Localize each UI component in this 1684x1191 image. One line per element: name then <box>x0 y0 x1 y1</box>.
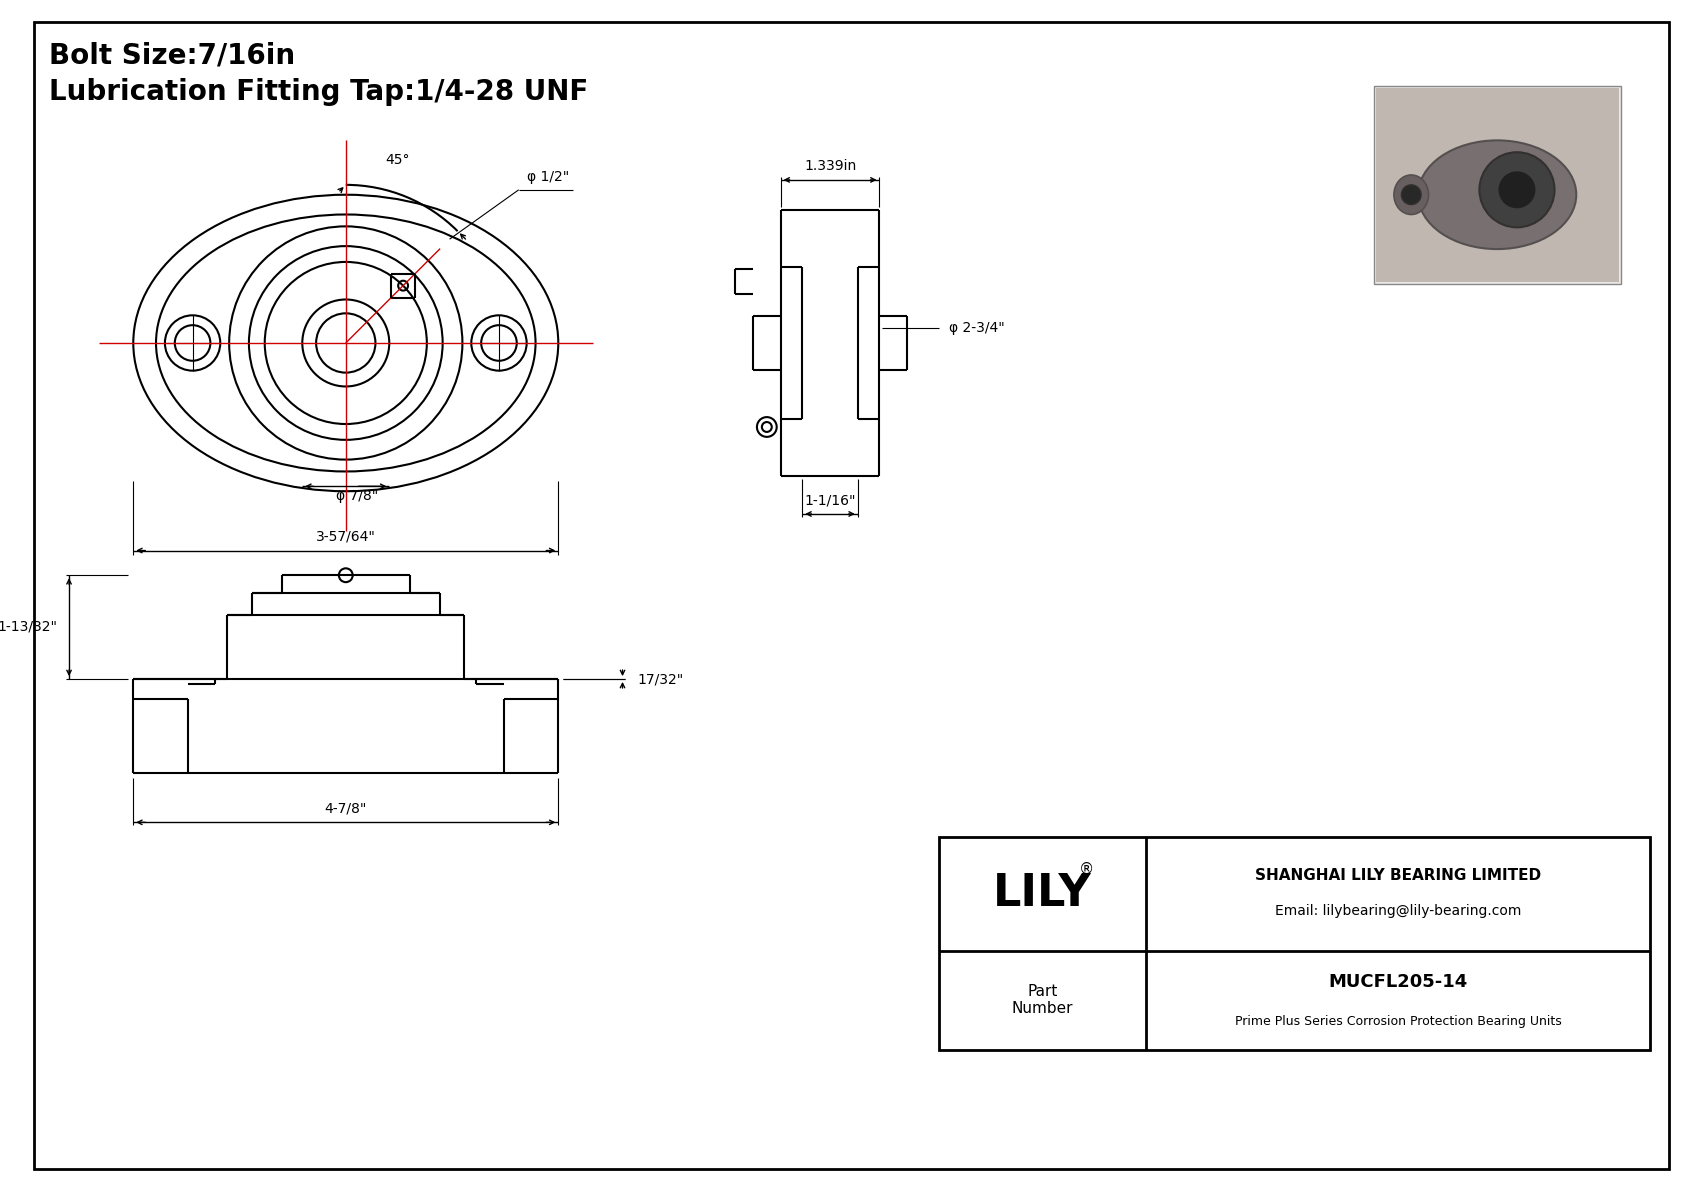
Bar <box>1376 88 1618 282</box>
Text: 17/32": 17/32" <box>637 672 684 686</box>
Text: φ 2-3/4": φ 2-3/4" <box>948 322 1004 335</box>
Text: ®: ® <box>1078 862 1093 878</box>
Text: φ 7/8": φ 7/8" <box>335 490 379 503</box>
Bar <box>938 837 1650 1049</box>
Ellipse shape <box>1394 175 1428 214</box>
Text: φ 1/2": φ 1/2" <box>527 170 569 183</box>
Text: Part
Number: Part Number <box>1012 984 1073 1016</box>
Text: MUCFL205-14: MUCFL205-14 <box>1329 973 1468 991</box>
Text: Bolt Size:7/16in: Bolt Size:7/16in <box>49 42 295 69</box>
Text: 1-13/32": 1-13/32" <box>0 619 57 634</box>
Text: 1-1/16": 1-1/16" <box>805 493 855 507</box>
Text: 1.339in: 1.339in <box>803 160 855 173</box>
Text: Lubrication Fitting Tap:1/4-28 UNF: Lubrication Fitting Tap:1/4-28 UNF <box>49 79 588 106</box>
Bar <box>1374 86 1620 283</box>
Text: 3-57/64": 3-57/64" <box>317 530 376 544</box>
Circle shape <box>1480 152 1554 227</box>
Text: Prime Plus Series Corrosion Protection Bearing Units: Prime Plus Series Corrosion Protection B… <box>1234 1016 1561 1029</box>
Text: LILY: LILY <box>994 872 1091 915</box>
Text: SHANGHAI LILY BEARING LIMITED: SHANGHAI LILY BEARING LIMITED <box>1255 868 1541 884</box>
Text: 4-7/8": 4-7/8" <box>325 802 367 816</box>
Circle shape <box>1499 172 1534 207</box>
Circle shape <box>1401 185 1421 205</box>
Ellipse shape <box>1418 141 1576 249</box>
Text: 45°: 45° <box>386 154 409 167</box>
Text: Email: lilybearing@lily-bearing.com: Email: lilybearing@lily-bearing.com <box>1275 904 1522 918</box>
